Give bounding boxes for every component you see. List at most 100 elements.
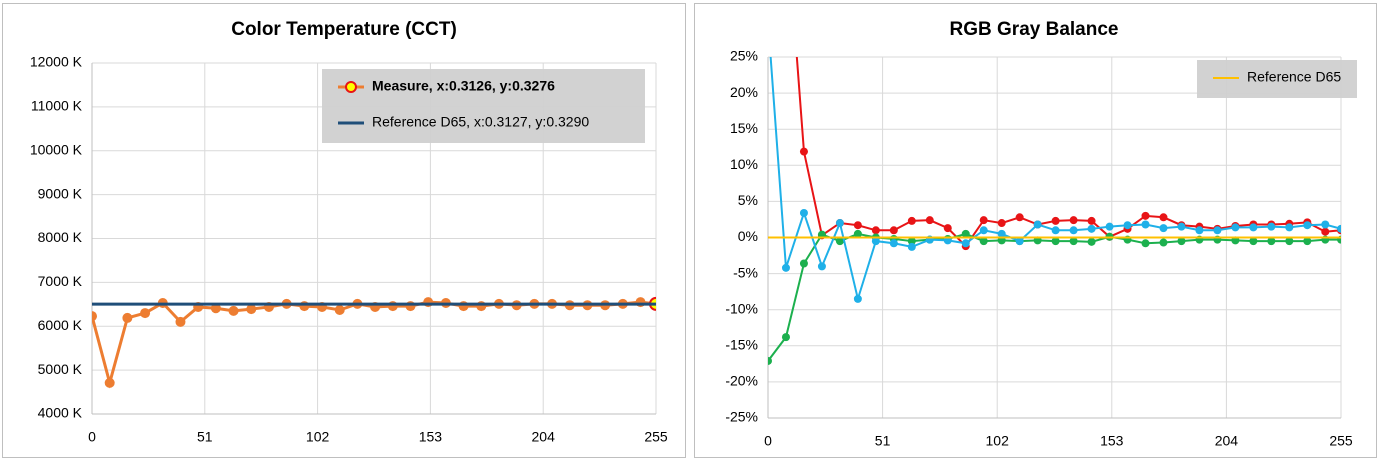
data-point <box>1069 237 1078 246</box>
y-tick-label: 15% <box>730 120 758 136</box>
data-point <box>781 263 790 272</box>
y-tick-label: -15% <box>725 337 758 353</box>
data-point <box>458 301 469 312</box>
legend-label: Reference D65 <box>1247 69 1341 85</box>
x-tick-label: 255 <box>1329 433 1353 449</box>
y-tick-label: 10% <box>730 156 758 172</box>
chart-title: Color Temperature (CCT) <box>231 19 457 40</box>
y-tick-label: -5% <box>733 264 758 280</box>
data-point <box>1051 226 1060 235</box>
data-point <box>1087 224 1096 233</box>
data-point <box>907 237 916 246</box>
data-point <box>1177 222 1186 231</box>
data-point <box>299 301 310 312</box>
data-point <box>871 226 880 235</box>
data-point <box>979 237 988 246</box>
y-tick-label: 9000 K <box>38 185 83 201</box>
data-point <box>925 216 934 225</box>
data-point <box>835 219 844 228</box>
data-point <box>1303 237 1312 246</box>
data-point <box>979 216 988 225</box>
x-tick-label: 204 <box>1215 433 1239 449</box>
y-tick-label: -25% <box>725 409 758 425</box>
data-point <box>1285 237 1294 246</box>
data-point <box>979 226 988 235</box>
x-tick-label: 51 <box>197 429 213 445</box>
data-point <box>943 224 952 233</box>
data-point <box>907 216 916 225</box>
data-point <box>175 316 186 327</box>
data-point <box>1141 211 1150 220</box>
data-point <box>334 305 345 316</box>
data-point <box>961 239 970 248</box>
data-point <box>817 262 826 271</box>
y-tick-label: 25% <box>730 48 758 64</box>
data-point <box>1303 221 1312 230</box>
data-point <box>246 304 257 315</box>
data-point <box>1321 220 1330 229</box>
data-point <box>907 242 916 251</box>
data-point <box>1123 221 1132 230</box>
data-point <box>853 294 862 303</box>
data-point <box>1249 223 1258 232</box>
data-point <box>92 311 97 322</box>
data-point <box>140 308 151 319</box>
data-point <box>1141 220 1150 229</box>
data-point <box>1249 237 1258 246</box>
data-point <box>1159 224 1168 233</box>
x-tick-label: 0 <box>88 429 96 445</box>
data-point <box>1177 237 1186 246</box>
data-point <box>853 229 862 238</box>
data-point <box>997 229 1006 238</box>
data-point <box>228 305 239 316</box>
x-tick-label: 204 <box>532 429 556 445</box>
x-tick-label: 153 <box>419 429 443 445</box>
data-point <box>1159 238 1168 247</box>
data-point <box>1105 222 1114 231</box>
y-tick-label: 11000 K <box>31 98 83 114</box>
x-tick-label: 0 <box>764 433 772 449</box>
data-point <box>1087 237 1096 246</box>
data-point <box>853 221 862 230</box>
data-point <box>768 356 772 365</box>
data-point <box>1087 216 1096 225</box>
data-point <box>781 333 790 342</box>
data-point <box>405 301 416 312</box>
data-point <box>1321 227 1330 236</box>
y-tick-label: -10% <box>725 300 758 316</box>
x-tick-label: 102 <box>986 433 1010 449</box>
data-point <box>1159 213 1168 222</box>
data-point <box>104 377 115 388</box>
data-point <box>1267 222 1276 231</box>
legend-box <box>322 69 645 143</box>
y-tick-label: 6000 K <box>38 317 83 333</box>
data-point <box>889 226 898 235</box>
chart-title: RGB Gray Balance <box>950 19 1119 40</box>
data-point <box>1213 226 1222 235</box>
y-tick-label: 20% <box>730 84 758 100</box>
data-point <box>961 229 970 238</box>
legend-marker <box>345 81 357 93</box>
data-point <box>1069 226 1078 235</box>
data-point <box>1069 216 1078 225</box>
y-tick-label: -20% <box>725 373 758 389</box>
y-tick-label: 5000 K <box>38 361 83 377</box>
data-point <box>1141 239 1150 248</box>
x-tick-label: 102 <box>306 429 330 445</box>
data-point <box>997 219 1006 228</box>
y-tick-label: 12000 K <box>30 54 83 70</box>
data-point <box>1015 237 1024 246</box>
data-point <box>835 237 844 246</box>
y-tick-label: 7000 K <box>38 273 83 289</box>
data-point <box>799 208 808 217</box>
data-point <box>799 147 808 156</box>
y-tick-label: 0% <box>738 228 758 244</box>
data-point <box>1231 223 1240 232</box>
data-point <box>889 239 898 248</box>
x-tick-label: 51 <box>875 433 891 449</box>
plot-area <box>92 296 656 389</box>
data-point <box>1051 216 1060 225</box>
plot-area <box>768 57 1341 365</box>
data-point <box>799 259 808 268</box>
